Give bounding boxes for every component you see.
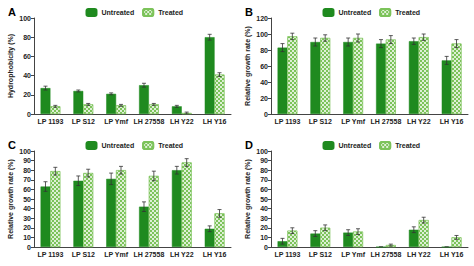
svg-text:LH Y22: LH Y22 bbox=[170, 118, 194, 125]
svg-text:Untreated: Untreated bbox=[102, 9, 135, 16]
svg-text:0: 0 bbox=[264, 244, 268, 251]
svg-text:100: 100 bbox=[256, 148, 268, 155]
svg-text:30: 30 bbox=[260, 215, 268, 222]
svg-text:50: 50 bbox=[260, 196, 268, 203]
svg-text:LH Y22: LH Y22 bbox=[170, 251, 194, 258]
svg-text:40: 40 bbox=[23, 205, 31, 212]
svg-text:LH Y22: LH Y22 bbox=[407, 251, 431, 258]
svg-text:Hydrophobicity (%): Hydrophobicity (%) bbox=[7, 34, 15, 98]
svg-text:LP S12: LP S12 bbox=[72, 118, 95, 125]
svg-text:20: 20 bbox=[23, 91, 31, 98]
svg-text:LH Y16: LH Y16 bbox=[203, 251, 227, 258]
svg-text:LH Y16: LH Y16 bbox=[203, 118, 227, 125]
svg-text:0: 0 bbox=[27, 111, 31, 118]
svg-text:LH Y16: LH Y16 bbox=[440, 251, 464, 258]
svg-text:80: 80 bbox=[260, 167, 268, 174]
svg-text:LP S12: LP S12 bbox=[309, 118, 332, 125]
svg-text:10: 10 bbox=[260, 234, 268, 241]
svg-text:20: 20 bbox=[23, 224, 31, 231]
svg-text:D: D bbox=[245, 139, 253, 151]
svg-text:Treated: Treated bbox=[158, 142, 183, 149]
svg-text:Relative growth rate (%): Relative growth rate (%) bbox=[7, 159, 15, 239]
svg-text:LP 1193: LP 1193 bbox=[37, 118, 63, 125]
svg-text:LH 27558: LH 27558 bbox=[134, 118, 165, 125]
svg-text:60: 60 bbox=[260, 63, 268, 70]
svg-text:LP 1193: LP 1193 bbox=[274, 118, 300, 125]
svg-text:70: 70 bbox=[260, 176, 268, 183]
svg-text:60: 60 bbox=[260, 186, 268, 193]
svg-text:80: 80 bbox=[23, 34, 31, 41]
svg-text:A: A bbox=[8, 6, 16, 18]
svg-text:80: 80 bbox=[23, 167, 31, 174]
svg-text:50: 50 bbox=[23, 196, 31, 203]
svg-text:60: 60 bbox=[23, 186, 31, 193]
svg-text:70: 70 bbox=[23, 176, 31, 183]
svg-text:100: 100 bbox=[256, 31, 268, 38]
svg-text:LP Ymf: LP Ymf bbox=[341, 251, 366, 258]
svg-text:LH 27558: LH 27558 bbox=[371, 251, 402, 258]
svg-text:0: 0 bbox=[264, 111, 268, 118]
svg-text:100: 100 bbox=[19, 148, 31, 155]
svg-text:LP Ymf: LP Ymf bbox=[341, 118, 366, 125]
svg-text:20: 20 bbox=[260, 224, 268, 231]
svg-text:10: 10 bbox=[23, 234, 31, 241]
svg-text:90: 90 bbox=[260, 157, 268, 164]
svg-text:Untreated: Untreated bbox=[339, 9, 372, 16]
svg-text:0: 0 bbox=[27, 244, 31, 251]
svg-text:Relative growth rate (%): Relative growth rate (%) bbox=[244, 26, 252, 106]
svg-text:LP S12: LP S12 bbox=[72, 251, 95, 258]
svg-text:120: 120 bbox=[256, 15, 268, 22]
svg-text:LP 1193: LP 1193 bbox=[37, 251, 63, 258]
svg-text:LH 27558: LH 27558 bbox=[134, 251, 165, 258]
svg-text:60: 60 bbox=[23, 53, 31, 60]
svg-text:LH 27558: LH 27558 bbox=[371, 118, 402, 125]
svg-text:C: C bbox=[8, 139, 16, 151]
svg-text:Untreated: Untreated bbox=[102, 142, 135, 149]
svg-text:LP S12: LP S12 bbox=[309, 251, 332, 258]
svg-text:Relative growth rate (%): Relative growth rate (%) bbox=[244, 159, 252, 239]
svg-text:30: 30 bbox=[23, 215, 31, 222]
svg-text:LH Y16: LH Y16 bbox=[440, 118, 464, 125]
svg-text:Untreated: Untreated bbox=[339, 142, 372, 149]
svg-text:90: 90 bbox=[23, 157, 31, 164]
svg-text:40: 40 bbox=[23, 72, 31, 79]
svg-text:40: 40 bbox=[260, 79, 268, 86]
svg-text:100: 100 bbox=[19, 15, 31, 22]
svg-text:40: 40 bbox=[260, 205, 268, 212]
svg-text:LP Ymf: LP Ymf bbox=[104, 251, 129, 258]
svg-text:LH Y22: LH Y22 bbox=[407, 118, 431, 125]
svg-text:Treated: Treated bbox=[395, 142, 420, 149]
svg-text:20: 20 bbox=[260, 95, 268, 102]
svg-text:Treated: Treated bbox=[158, 9, 183, 16]
svg-text:80: 80 bbox=[260, 47, 268, 54]
svg-text:B: B bbox=[245, 6, 253, 18]
svg-text:LP 1193: LP 1193 bbox=[274, 251, 300, 258]
svg-text:Treated: Treated bbox=[395, 9, 420, 16]
svg-text:LP Ymf: LP Ymf bbox=[104, 118, 129, 125]
